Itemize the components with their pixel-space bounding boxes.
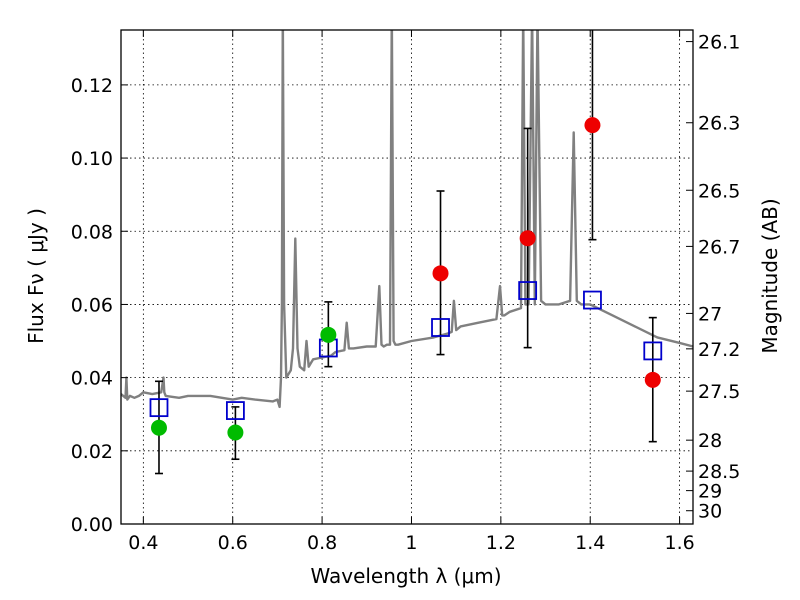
- observed-point: [519, 230, 536, 247]
- magnitude-tick-label: 28: [698, 430, 722, 452]
- model-spectrum-line: [121, 30, 693, 409]
- x-tick-label: 1.6: [664, 532, 694, 554]
- magnitude-tick-label: 27.5: [698, 381, 740, 403]
- y-tick-label: 0.10: [71, 148, 113, 170]
- magnitude-tick-label: 26.5: [698, 180, 740, 202]
- observed-point: [227, 424, 244, 441]
- model-photometry-point: [583, 290, 602, 310]
- x-tick-label: 1.4: [575, 532, 605, 554]
- model-photometry-point: [225, 401, 245, 420]
- observed-point: [320, 326, 337, 343]
- observed-point: [432, 265, 449, 282]
- y-tick-label: 0.08: [71, 221, 113, 243]
- x-axis-label: Wavelength λ (μm): [310, 564, 501, 588]
- y-tick-label: 0.06: [71, 294, 113, 316]
- plot-frame: [120, 29, 694, 525]
- magnitude-tick-label: 26.3: [698, 113, 740, 135]
- model-photometry-point: [431, 318, 450, 337]
- magnitude-tick-label: 26.1: [698, 32, 740, 54]
- magnitude-tick-label: 27.2: [698, 339, 740, 361]
- x-tick-label: 0.4: [128, 532, 158, 554]
- magnitude-tick-label: 29: [698, 481, 722, 503]
- observed-point: [584, 117, 601, 134]
- magnitude-tick-label: 28.5: [698, 461, 740, 483]
- plot-area: [121, 30, 693, 475]
- model-photometry-point: [643, 341, 663, 361]
- observed-point: [644, 371, 661, 388]
- tick-labels: 0.4 0.6 0.8 1 1.2 1.4 1.6 0.00 0.02 0.04 0.06 0.08 0…: [71, 32, 741, 554]
- axis-ticks: [121, 30, 693, 525]
- x-tick-label: 0.6: [218, 532, 248, 554]
- y-tick-label: 0.00: [71, 514, 113, 536]
- model-photometry-point: [518, 281, 538, 300]
- magnitude-axis-label: Magnitude (AB): [758, 198, 782, 353]
- y-tick-label: 0.02: [71, 441, 113, 463]
- x-tick-label: 1.2: [486, 532, 516, 554]
- y-tick-label: 0.12: [71, 75, 113, 97]
- magnitude-tick-label: 27: [698, 303, 722, 325]
- x-tick-label: 0.8: [307, 532, 337, 554]
- magnitude-tick-label: 26.7: [698, 236, 740, 258]
- x-tick-label: 1: [405, 532, 417, 554]
- model-photometry-point: [149, 398, 169, 418]
- y-tick-label: 0.04: [71, 368, 113, 390]
- y-axis-label: Flux Fν ( μJy ): [24, 208, 48, 344]
- magnitude-tick-label: 30: [698, 501, 722, 523]
- observed-point: [150, 419, 167, 436]
